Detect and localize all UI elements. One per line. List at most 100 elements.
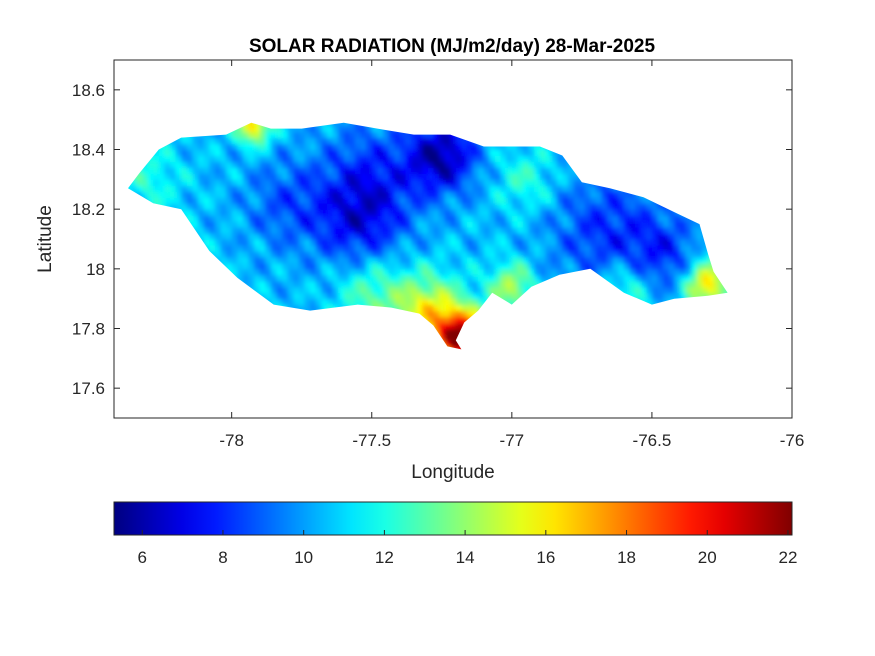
radiation-cell [338, 280, 345, 288]
radiation-cell [489, 245, 496, 252]
radiation-cell [467, 310, 474, 318]
radiation-cell [607, 250, 614, 258]
radiation-cell [444, 179, 451, 186]
radiation-cell [147, 191, 154, 198]
radiation-cell [545, 239, 552, 246]
radiation-cell [254, 149, 261, 157]
radiation-cell [332, 215, 339, 222]
radiation-cell [511, 256, 518, 264]
radiation-cell [495, 209, 502, 216]
radiation-cell [450, 143, 457, 151]
radiation-cell [321, 286, 328, 294]
radiation-cell [343, 185, 350, 192]
radiation-cell [158, 197, 165, 204]
radiation-cell [366, 274, 373, 282]
radiation-cell [427, 262, 434, 270]
radiation-cell [175, 197, 182, 204]
radiation-cell [444, 203, 451, 210]
radiation-cell [455, 197, 462, 204]
radiation-cell [265, 131, 272, 139]
radiation-cell [276, 298, 283, 306]
radiation-cell [259, 239, 266, 246]
radiation-cell [360, 268, 367, 276]
radiation-cell [506, 161, 513, 168]
radiation-cell [270, 167, 278, 174]
radiation-cell [293, 280, 300, 288]
radiation-cell [383, 245, 390, 252]
radiation-cell [444, 131, 451, 139]
radiation-cell [411, 298, 418, 306]
radiation-cell [534, 268, 541, 276]
radiation-cell [405, 197, 412, 204]
radiation-cell [461, 221, 468, 228]
radiation-cell [646, 298, 653, 306]
radiation-cell [534, 191, 541, 198]
radiation-cell [696, 274, 703, 282]
radiation-cell [439, 227, 446, 234]
radiation-cell [388, 203, 395, 210]
radiation-cell [528, 149, 535, 157]
radiation-cell [349, 161, 356, 168]
radiation-cell [534, 209, 541, 216]
radiation-cell [511, 292, 518, 300]
radiation-cell [282, 161, 289, 168]
radiation-cell [310, 161, 317, 168]
radiation-cell [242, 221, 250, 228]
radiation-cell [237, 131, 244, 139]
radiation-cell [657, 215, 664, 222]
radiation-cell [248, 262, 255, 270]
radiation-cell [691, 227, 698, 234]
radiation-cell [691, 245, 698, 252]
radiation-cell [220, 256, 227, 264]
radiation-cell [556, 155, 563, 163]
radiation-cell [321, 262, 328, 270]
radiation-cell [461, 179, 468, 186]
radiation-cell [595, 215, 603, 222]
radiation-cell [282, 215, 289, 222]
radiation-cell [478, 143, 485, 151]
radiation-cell [528, 203, 535, 210]
radiation-cell [349, 122, 356, 127]
radiation-cell [226, 149, 233, 157]
radiation-cell [343, 239, 350, 246]
radiation-cell [461, 203, 468, 210]
radiation-cell [226, 262, 233, 270]
colorbar-tick-label: 22 [779, 548, 798, 567]
radiation-cell [304, 245, 311, 252]
radiation-cell [674, 262, 681, 270]
radiation-cell [354, 221, 362, 228]
radiation-cell [254, 185, 261, 192]
radiation-cell [646, 262, 653, 270]
radiation-cell [248, 137, 255, 145]
radiation-cell [511, 191, 518, 198]
radiation-cell [371, 155, 378, 163]
radiation-cell [265, 125, 272, 133]
radiation-cell [276, 221, 283, 228]
radiation-cell [192, 215, 199, 222]
radiation-cell [226, 203, 233, 210]
radiation-cell [321, 245, 328, 252]
radiation-cell [276, 250, 283, 258]
radiation-cell [326, 143, 334, 151]
radiation-cell [489, 256, 496, 264]
radiation-cell [433, 203, 440, 210]
radiation-cell [276, 137, 283, 145]
radiation-cell [500, 179, 507, 186]
radiation-cell [618, 227, 625, 234]
radiation-cell [338, 197, 345, 204]
radiation-cell [209, 167, 216, 174]
radiation-cell [377, 298, 384, 306]
radiation-cell [259, 221, 266, 228]
radiation-cell [478, 215, 485, 222]
radiation-cell [338, 233, 345, 240]
radiation-cell [651, 286, 659, 294]
radiation-cell [326, 298, 334, 306]
radiation-cell [696, 256, 703, 264]
radiation-cell [214, 245, 222, 252]
radiation-cell [282, 268, 289, 276]
radiation-cell [489, 215, 496, 222]
radiation-cell [383, 179, 390, 186]
radiation-cell [304, 280, 311, 288]
radiation-cell [607, 256, 614, 264]
radiation-cell [349, 233, 356, 240]
